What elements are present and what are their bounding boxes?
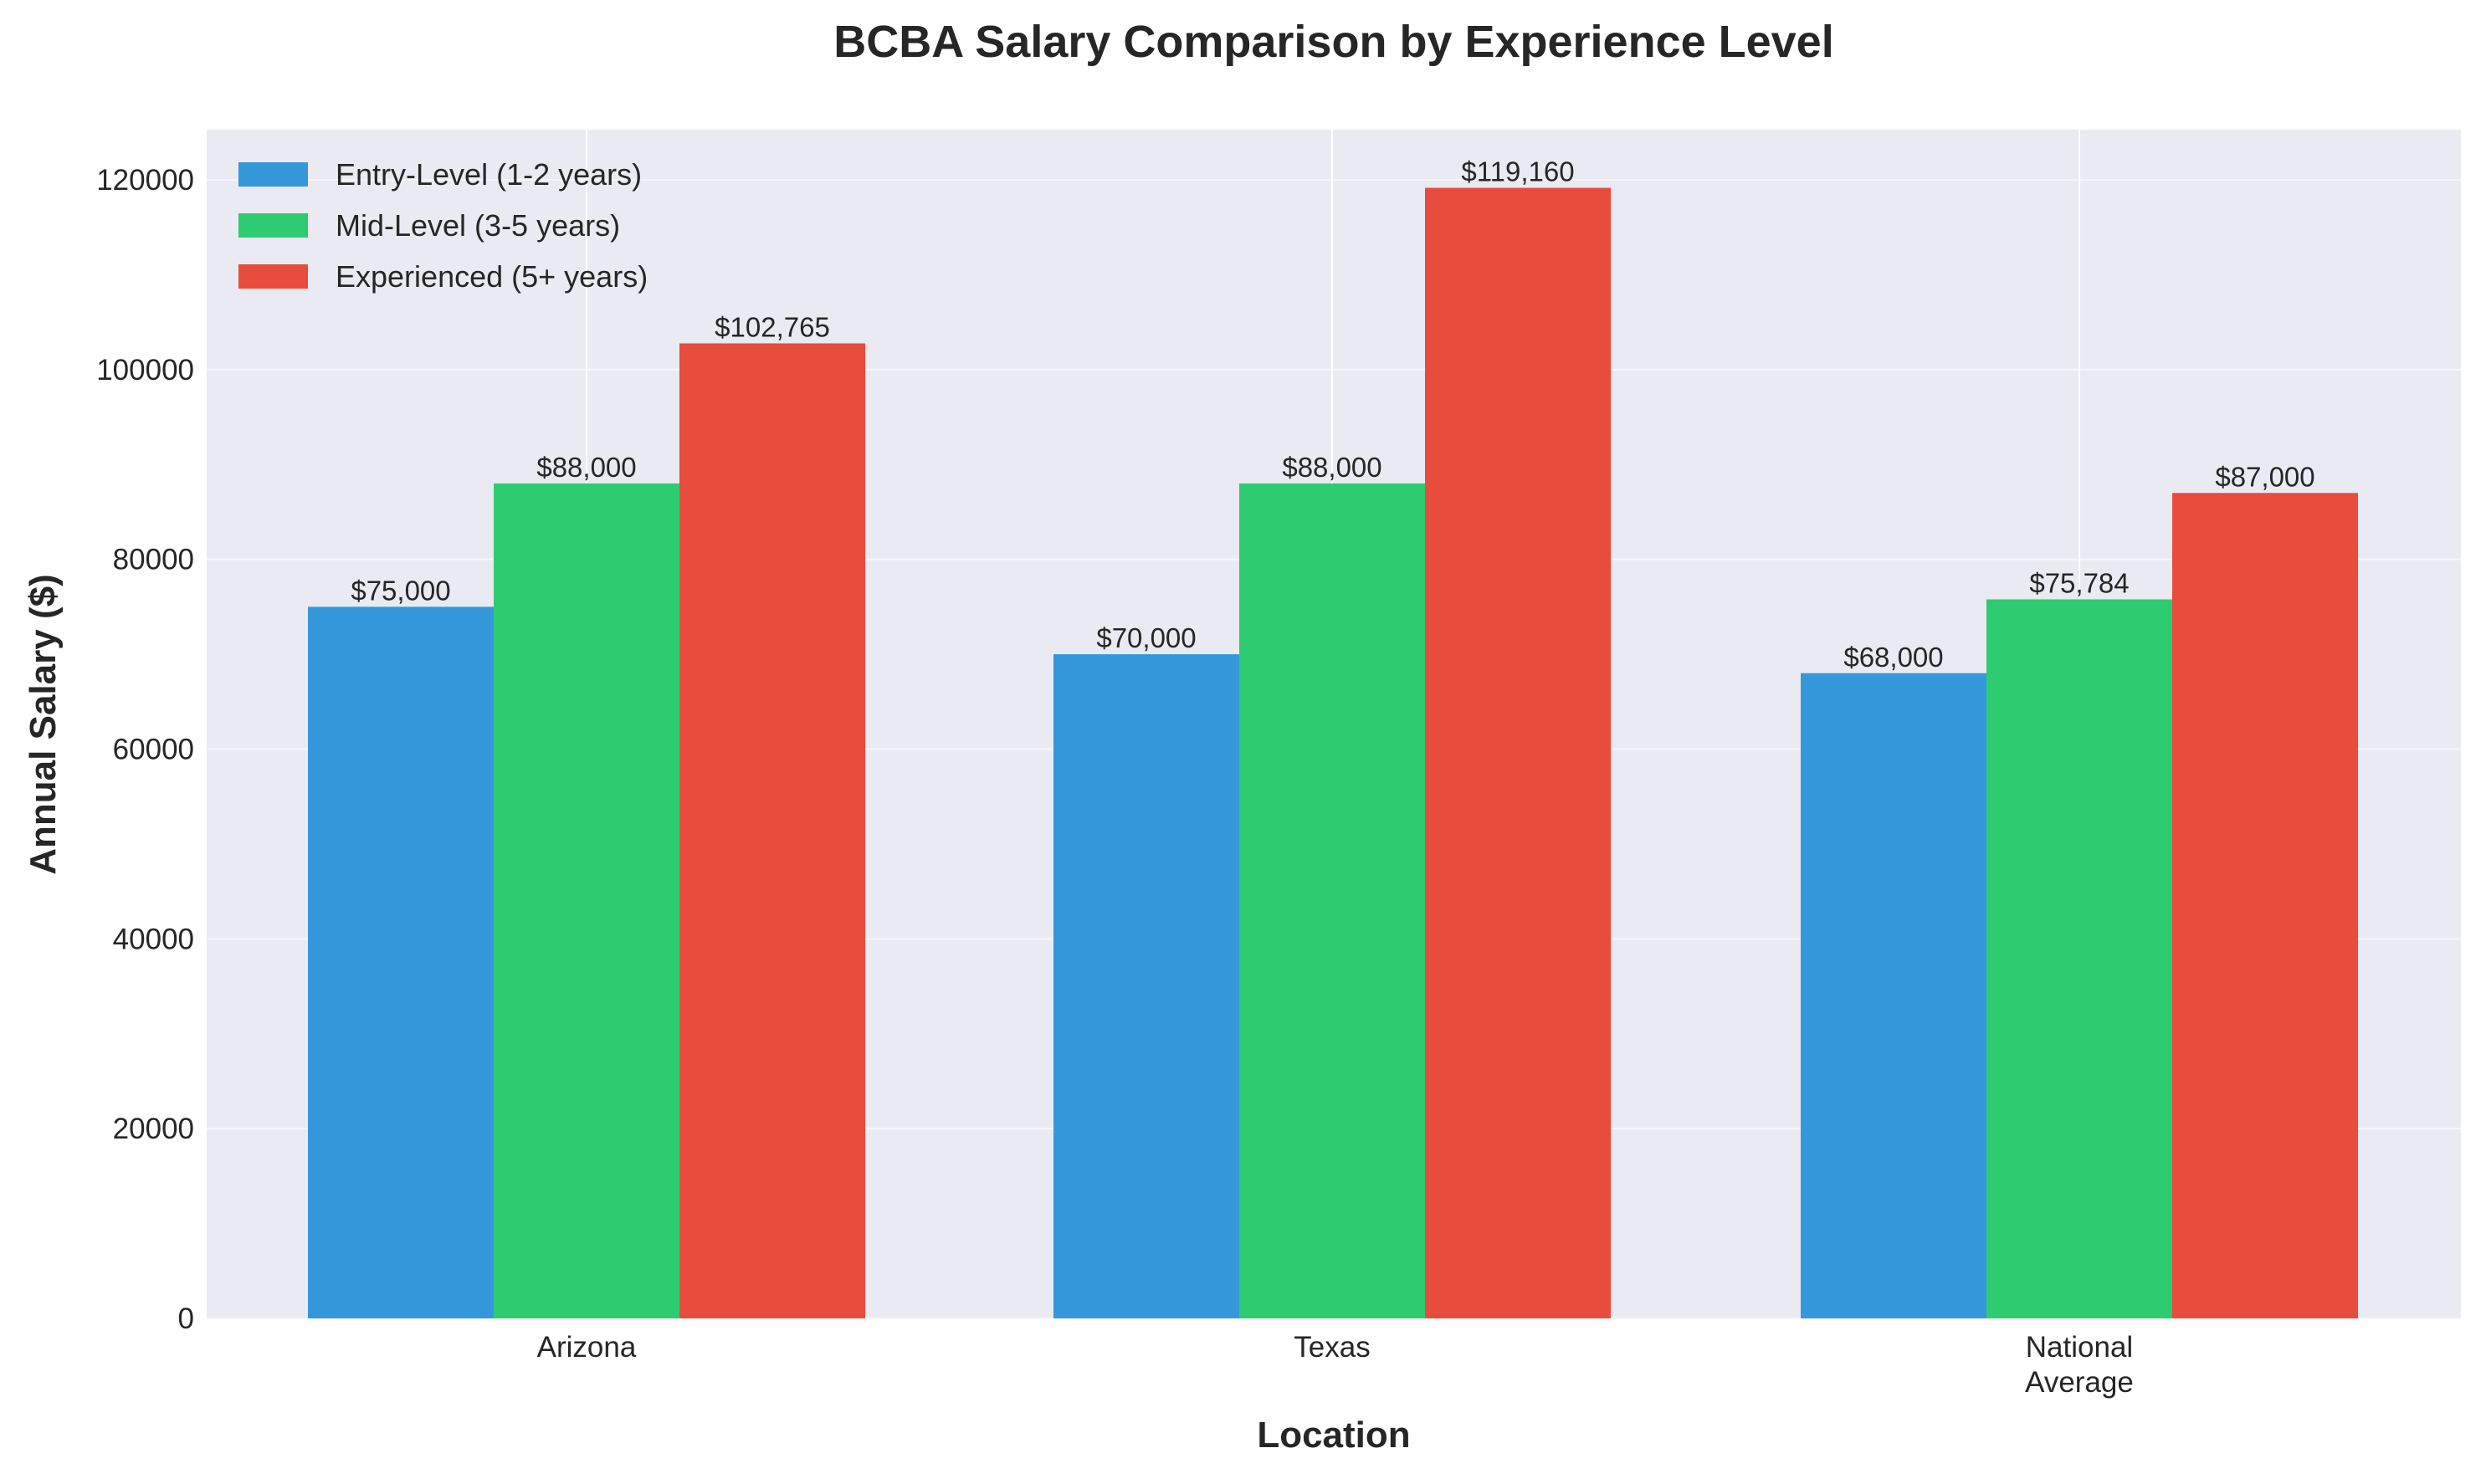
bar	[1053, 654, 1239, 1318]
bar-value-label: $88,000	[1282, 452, 1381, 483]
y-tick-label: 80000	[113, 544, 194, 576]
legend-swatch	[238, 264, 308, 289]
bar-value-label: $70,000	[1096, 622, 1196, 653]
y-tick-label: 40000	[113, 923, 194, 955]
legend-label: Mid-Level (3-5 years)	[336, 208, 620, 243]
bar	[1986, 599, 2172, 1318]
legend-label: Entry-Level (1-2 years)	[336, 157, 642, 192]
y-tick-label: 0	[178, 1302, 194, 1335]
y-tick-label: 60000	[113, 734, 194, 766]
legend-label: Experienced (5+ years)	[336, 259, 648, 294]
bar	[1425, 187, 1611, 1319]
y-ticks: 0 20000 40000 60000 80000 100000 120000	[96, 164, 194, 1335]
y-tick-label: 100000	[96, 354, 194, 386]
y-tick-label: 20000	[113, 1113, 194, 1145]
bar-value-label: $88,000	[536, 452, 636, 483]
bar-value-label: $119,160	[1461, 156, 1574, 187]
bars: $75,000 $70,000 $68,000 $88,000 $88,000 $75,7…	[308, 156, 2358, 1319]
x-tick-label: Texas	[1294, 1331, 1370, 1364]
bar-value-label: $75,000	[351, 575, 450, 606]
x-axis-label: Location	[1257, 1415, 1410, 1456]
legend: Entry-Level (1-2 years) Mid-Level (3-5 ye…	[238, 157, 648, 294]
legend-swatch	[238, 213, 308, 238]
bar-value-label: $87,000	[2215, 461, 2314, 492]
bar	[308, 606, 494, 1318]
bar	[1239, 483, 1425, 1318]
y-axis-label: Annual Salary ($)	[23, 574, 64, 874]
x-tick-label: Arizona	[537, 1331, 637, 1364]
legend-swatch	[238, 162, 308, 187]
x-tick-label: National Average	[2025, 1331, 2134, 1399]
y-tick-label: 120000	[96, 164, 194, 197]
bar	[679, 343, 865, 1318]
bar	[1801, 673, 1986, 1318]
x-ticks: Arizona Texas National Average	[537, 1331, 2134, 1399]
bar	[2172, 493, 2358, 1318]
bar-value-label: $68,000	[1843, 642, 1943, 673]
bar-value-label: $102,765	[715, 311, 830, 342]
chart-title: BCBA Salary Comparison by Experience Lev…	[833, 17, 1833, 67]
bar	[494, 483, 679, 1318]
bar-value-label: $75,784	[2029, 567, 2129, 598]
